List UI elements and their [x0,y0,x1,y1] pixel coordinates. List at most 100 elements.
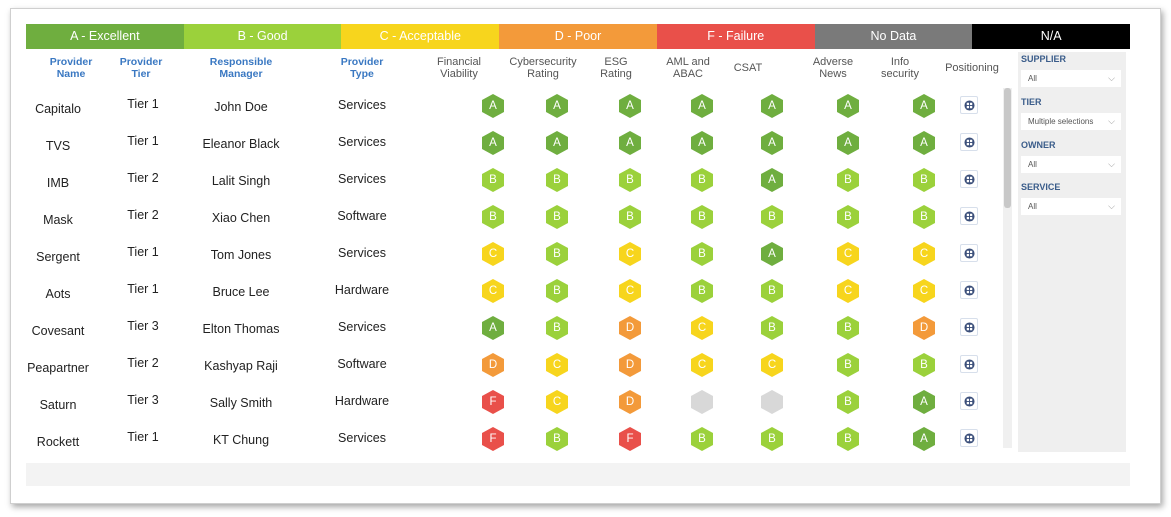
header-adverse-news[interactable]: Adverse News [812,56,854,80]
positioning-button[interactable] [960,355,980,375]
header-provider-name[interactable]: Provider Name [49,56,93,80]
tier-filter-dropdown[interactable]: Multiple selections ⌵ [1021,113,1121,130]
table-row[interactable]: Sergent Tier 1 Tom Jones Services C B C B A C C [26,236,1016,273]
aml-abac-badge [691,390,713,414]
grid-icon [960,355,978,373]
positioning-button[interactable] [960,392,980,412]
table-row[interactable]: TVS Tier 1 Eleanor Black Services A A A A A A A [26,125,1016,162]
positioning-button[interactable] [960,207,980,227]
table-row[interactable]: Peapartner Tier 2 Kashyap Raji Software D C D C… [26,347,1016,384]
info-security-badge: A [913,94,935,118]
grid-icon [960,133,978,151]
financial-viability-badge: A [482,94,504,118]
esg-rating-badge: A [619,94,641,118]
legend-failure: F - Failure [656,24,815,49]
adverse-news-badge: B [837,353,859,377]
table-scrollbar[interactable] [1003,88,1012,448]
csat-badge: B [761,316,783,340]
header-provider-type[interactable]: Provider Type [340,56,384,80]
header-csat[interactable]: CSAT [733,62,763,74]
grid-icon [960,244,978,262]
provider-name: IMB [46,176,70,190]
esg-rating-badge: C [619,279,641,303]
responsible-manager: Lalit Singh [211,174,271,188]
grid-icon [960,281,978,299]
aml-abac-badge: B [691,427,713,451]
positioning-button[interactable] [960,133,980,153]
owner-filter-value: All [1028,160,1037,169]
csat-badge: C [761,353,783,377]
financial-viability-badge: C [482,242,504,266]
cybersecurity-rating-badge: C [546,353,568,377]
rating-legend: A - Excellent B - Good C - Acceptable D … [26,24,1131,49]
financial-viability-badge: F [482,427,504,451]
positioning-button[interactable] [960,281,980,301]
tier-filter-label: TIER [1021,97,1042,107]
responsible-manager: John Doe [214,100,268,114]
service-filter-dropdown[interactable]: All ⌵ [1021,198,1121,215]
provider-tier: Tier 2 [127,356,159,370]
cybersecurity-rating-badge: B [546,316,568,340]
header-cybersecurity-rating[interactable]: Cybersecurity Rating [509,56,577,80]
header-provider-tier[interactable]: Provider Tier [119,56,163,80]
table-row[interactable]: Capitalo Tier 1 John Doe Services A A A A A A A [26,88,1016,125]
esg-rating-badge: B [619,168,641,192]
provider-name: Covesant [31,324,85,338]
responsible-manager: Kashyap Raji [204,359,278,373]
responsible-manager: Bruce Lee [212,285,270,299]
provider-tier: Tier 2 [127,171,159,185]
table-row[interactable]: IMB Tier 2 Lalit Singh Services B B B B A B B [26,162,1016,199]
positioning-button[interactable] [960,170,980,190]
provider-name: Rockett [36,435,80,449]
header-esg-rating[interactable]: ESG Rating [600,56,632,80]
legend-na: N/A [972,24,1131,49]
header-info-security[interactable]: Info security [881,56,919,80]
supplier-filter-dropdown[interactable]: All ⌵ [1021,70,1121,87]
financial-viability-badge: A [482,316,504,340]
adverse-news-badge: B [837,316,859,340]
provider-type: Services [338,320,386,334]
table-row[interactable]: Rockett Tier 1 KT Chung Services F B F B B B A [26,421,1016,458]
responsible-manager: Elton Thomas [202,322,280,336]
info-security-badge: C [913,279,935,303]
table-row[interactable]: Covesant Tier 3 Elton Thomas Services A B D C B B… [26,310,1016,347]
legend-no-data: No Data [814,24,973,49]
scrollbar-thumb[interactable] [1004,88,1011,208]
cybersecurity-rating-badge: C [546,390,568,414]
adverse-news-badge: B [837,390,859,414]
financial-viability-badge: F [482,390,504,414]
positioning-button[interactable] [960,96,980,116]
header-positioning[interactable]: Positioning [945,62,999,74]
table-row[interactable]: Mask Tier 2 Xiao Chen Software B B B B B B B [26,199,1016,236]
responsible-manager: Xiao Chen [211,211,271,225]
table-row[interactable]: Aots Tier 1 Bruce Lee Hardware C B C B B C C [26,273,1016,310]
adverse-news-badge: C [837,279,859,303]
positioning-button[interactable] [960,429,980,449]
header-financial-viability[interactable]: Financial Viability [436,56,482,80]
provider-name: Saturn [39,398,77,412]
positioning-button[interactable] [960,318,980,338]
grid-icon [960,96,978,114]
aml-abac-badge: B [691,168,713,192]
aml-abac-badge: B [691,205,713,229]
legend-acceptable: C - Acceptable [341,24,500,49]
provider-type: Software [337,357,387,371]
csat-badge: B [761,205,783,229]
chevron-down-icon: ⌵ [1108,159,1115,169]
chevron-down-icon: ⌵ [1108,201,1115,211]
table-row[interactable]: Saturn Tier 3 Sally Smith Hardware F C D B A [26,384,1016,421]
aml-abac-badge: C [691,316,713,340]
owner-filter-dropdown[interactable]: All ⌵ [1021,156,1121,173]
positioning-button[interactable] [960,244,980,264]
info-security-badge: A [913,427,935,451]
chevron-down-icon: ⌵ [1108,116,1115,126]
header-responsible-manager[interactable]: Responsible Manager [209,56,273,80]
service-filter-value: All [1028,202,1037,211]
provider-tier: Tier 1 [127,134,159,148]
cybersecurity-rating-badge: B [546,242,568,266]
adverse-news-badge: B [837,427,859,451]
provider-tier: Tier 1 [127,97,159,111]
header-aml-abac[interactable]: AML and ABAC [666,56,710,80]
esg-rating-badge: B [619,205,641,229]
info-security-badge: A [913,390,935,414]
